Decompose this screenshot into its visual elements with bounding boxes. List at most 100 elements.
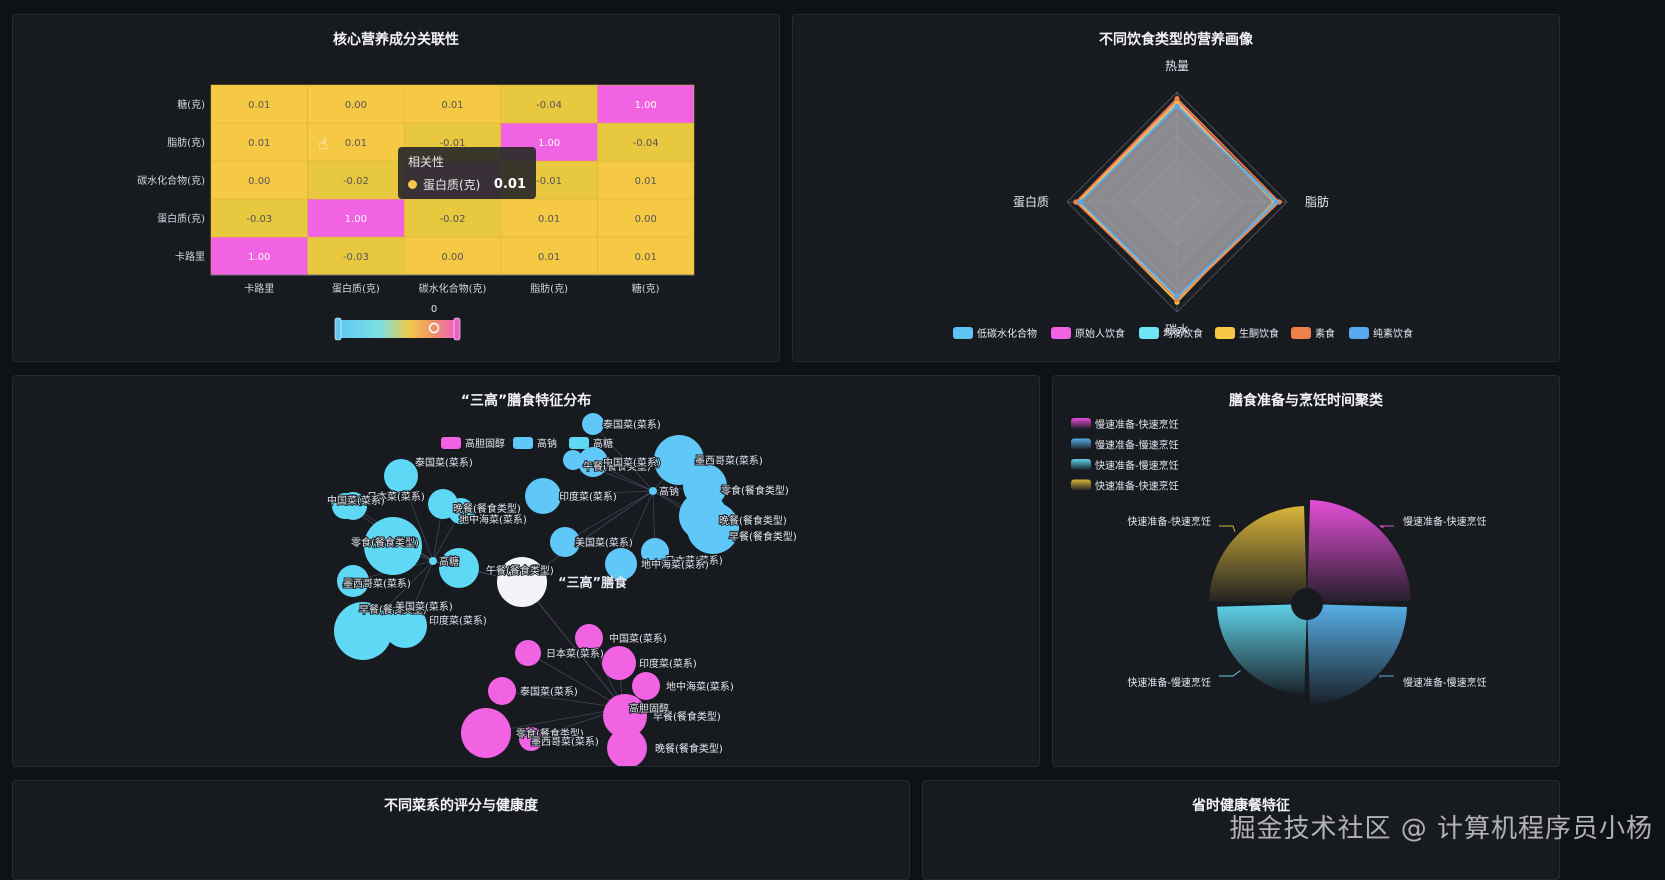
pie-legend-label: 慢速准备-慢速烹饪 (1095, 439, 1179, 452)
graph-hub-node (649, 487, 657, 495)
heatmap-cell[interactable] (597, 198, 695, 238)
heatmap-x-tick: 蛋白质(克) (332, 282, 380, 295)
graph-node-label: 泰国菜(菜系) (415, 456, 473, 469)
radar-point (1174, 294, 1180, 300)
heatmap-cell[interactable] (500, 84, 598, 124)
heatmap-cell-label: -0.03 (246, 214, 272, 225)
radar-legend-swatch (953, 327, 973, 339)
graph-chart[interactable]: 高胆固醇 高钠 高糖泰国菜(菜系)午餐(餐食类型)墨西哥菜(菜系)中国菜(菜系)零食… (13, 376, 1040, 767)
radar-title: 不同饮食类型的营养画像 (1099, 32, 1253, 48)
graph-node[interactable] (525, 478, 561, 514)
heatmap-cell-label: 0.00 (441, 252, 463, 263)
graph-node[interactable] (332, 493, 358, 519)
heatmap-cell[interactable] (307, 160, 405, 200)
heatmap-cell-label: 0.01 (345, 138, 367, 149)
heatmap-y-tick: 脂肪(克) (167, 136, 205, 149)
pie-legend-label: 快速准备-快速烹饪 (1095, 480, 1179, 493)
graph-node[interactable] (632, 672, 660, 700)
graph-center-sublabel: 午餐(餐食类型) (486, 564, 554, 577)
heatmap-cell-label: -0.04 (633, 138, 659, 149)
graph-node[interactable] (384, 459, 418, 493)
heatmap-cell[interactable] (210, 122, 308, 162)
graph-node-label: 午餐(餐食类型) (583, 460, 651, 473)
radar-indicator-label: 碳水 (1165, 323, 1189, 337)
graph-node[interactable] (519, 727, 543, 751)
radar-point (1174, 96, 1180, 102)
tooltip-title: 相关性 (408, 155, 445, 169)
graph-node-label: 晚餐(餐食类型) (655, 742, 723, 755)
graph-node-label: 墨西哥菜(菜系) (695, 455, 763, 467)
heatmap-cell-label: -0.04 (536, 100, 562, 111)
graph-node[interactable] (448, 498, 474, 524)
graph-node[interactable] (488, 677, 516, 705)
graph-node[interactable] (461, 708, 511, 758)
heatmap-cell[interactable] (210, 84, 308, 124)
graph-node-label: 印度菜(菜系) (429, 614, 487, 627)
heatmap-cell[interactable] (500, 236, 598, 276)
graph-node-label: 美国菜(菜系) (575, 536, 633, 549)
graph-node-label: 零食(餐食类型) (351, 536, 419, 549)
heatmap-cell-label: 0.00 (345, 100, 367, 111)
graph-node[interactable] (605, 548, 637, 580)
pie-slice[interactable] (1307, 500, 1411, 604)
heatmap-cell[interactable] (597, 84, 695, 124)
visualmap-bar (338, 320, 458, 338)
bottom-right-panel: 省时健康餐特征 (922, 780, 1560, 880)
heatmap-cell-label: 0.01 (635, 176, 657, 187)
heatmap-cell-label: 0.01 (635, 252, 657, 263)
graph-hub-label: 高糖 (439, 555, 459, 568)
graph-node[interactable] (641, 538, 669, 566)
graph-edge (527, 652, 624, 709)
heatmap-cell[interactable] (307, 198, 405, 238)
graph-node[interactable] (687, 502, 739, 554)
radar-legend-label: 均衡饮食 (1163, 327, 1203, 340)
heatmap-cell[interactable] (597, 160, 695, 200)
graph-node[interactable] (550, 527, 580, 557)
graph-node[interactable] (602, 646, 636, 680)
graph-node[interactable] (383, 604, 427, 648)
graph-node-label: 地中海菜(菜系) (666, 680, 734, 693)
graph-node[interactable] (607, 728, 647, 767)
heatmap-cell[interactable] (210, 160, 308, 200)
heatmap-cell-label: 1.00 (345, 214, 367, 225)
graph-edge (521, 490, 654, 583)
pie-panel: 膳食准备与烹饪时间聚类 慢速准备-快速烹饪 慢速准备-慢速烹饪 快速准备-慢速烹饪快… (1052, 375, 1560, 767)
graph-node[interactable] (582, 413, 604, 435)
graph-legend-label: 高胆固醇 (465, 437, 505, 450)
pie-slice[interactable] (1217, 604, 1307, 694)
graph-edge (521, 581, 624, 709)
heatmap-cell[interactable] (597, 122, 695, 162)
heatmap-chart[interactable]: 1.00 -0.03 0.00 0.01 0.01 卡路里 -0.03 1.00 -0.02 0.… (13, 15, 780, 362)
graph-node[interactable] (578, 447, 608, 477)
graph-hub-label: 高钠 (659, 485, 679, 498)
graph-node[interactable] (603, 694, 647, 738)
graph-node-label: 中国菜(菜系) (603, 456, 661, 469)
graph-node[interactable] (334, 602, 392, 660)
graph-legend-label: 高钠 (537, 437, 557, 450)
pie-slice[interactable] (1209, 506, 1307, 604)
pie-label-line (1219, 525, 1236, 533)
radar-panel: 不同饮食类型的营养画像 热量 脂肪 碳水 蛋白质 低碳水化合物 原始人饮食 均衡饮食 生酮饮食… (792, 14, 1560, 362)
pie-chart[interactable]: 慢速准备-快速烹饪慢速准备-慢速烹饪快速准备-慢速烹饪快速准备-快速烹饪慢速准备… (1053, 376, 1560, 767)
graph-node[interactable] (364, 517, 422, 575)
graph-node-label: 中国菜(菜系) (327, 494, 385, 507)
heatmap-title: 核心营养成分关联性 (333, 32, 459, 48)
heatmap-cell[interactable] (500, 198, 598, 238)
heatmap-cell[interactable] (210, 198, 308, 238)
heatmap-cell[interactable] (403, 198, 502, 238)
heatmap-cell-label: 0.01 (538, 214, 560, 225)
pie-slice[interactable] (1307, 604, 1407, 704)
heatmap-cell[interactable] (307, 122, 405, 162)
graph-legend-swatch (441, 437, 461, 449)
bottom-left-panel: 不同菜系的评分与健康度 (12, 780, 910, 880)
tooltip-label: 蛋白质(克) (423, 178, 481, 192)
graph-node[interactable] (439, 548, 479, 588)
heatmap-cell[interactable] (307, 84, 405, 124)
visualmap-indicator-icon (428, 322, 440, 334)
heatmap-cell[interactable] (403, 84, 502, 124)
graph-node[interactable] (515, 640, 541, 666)
graph-node[interactable] (337, 565, 369, 597)
graph-node[interactable] (575, 624, 603, 652)
graph-node[interactable] (563, 450, 583, 470)
